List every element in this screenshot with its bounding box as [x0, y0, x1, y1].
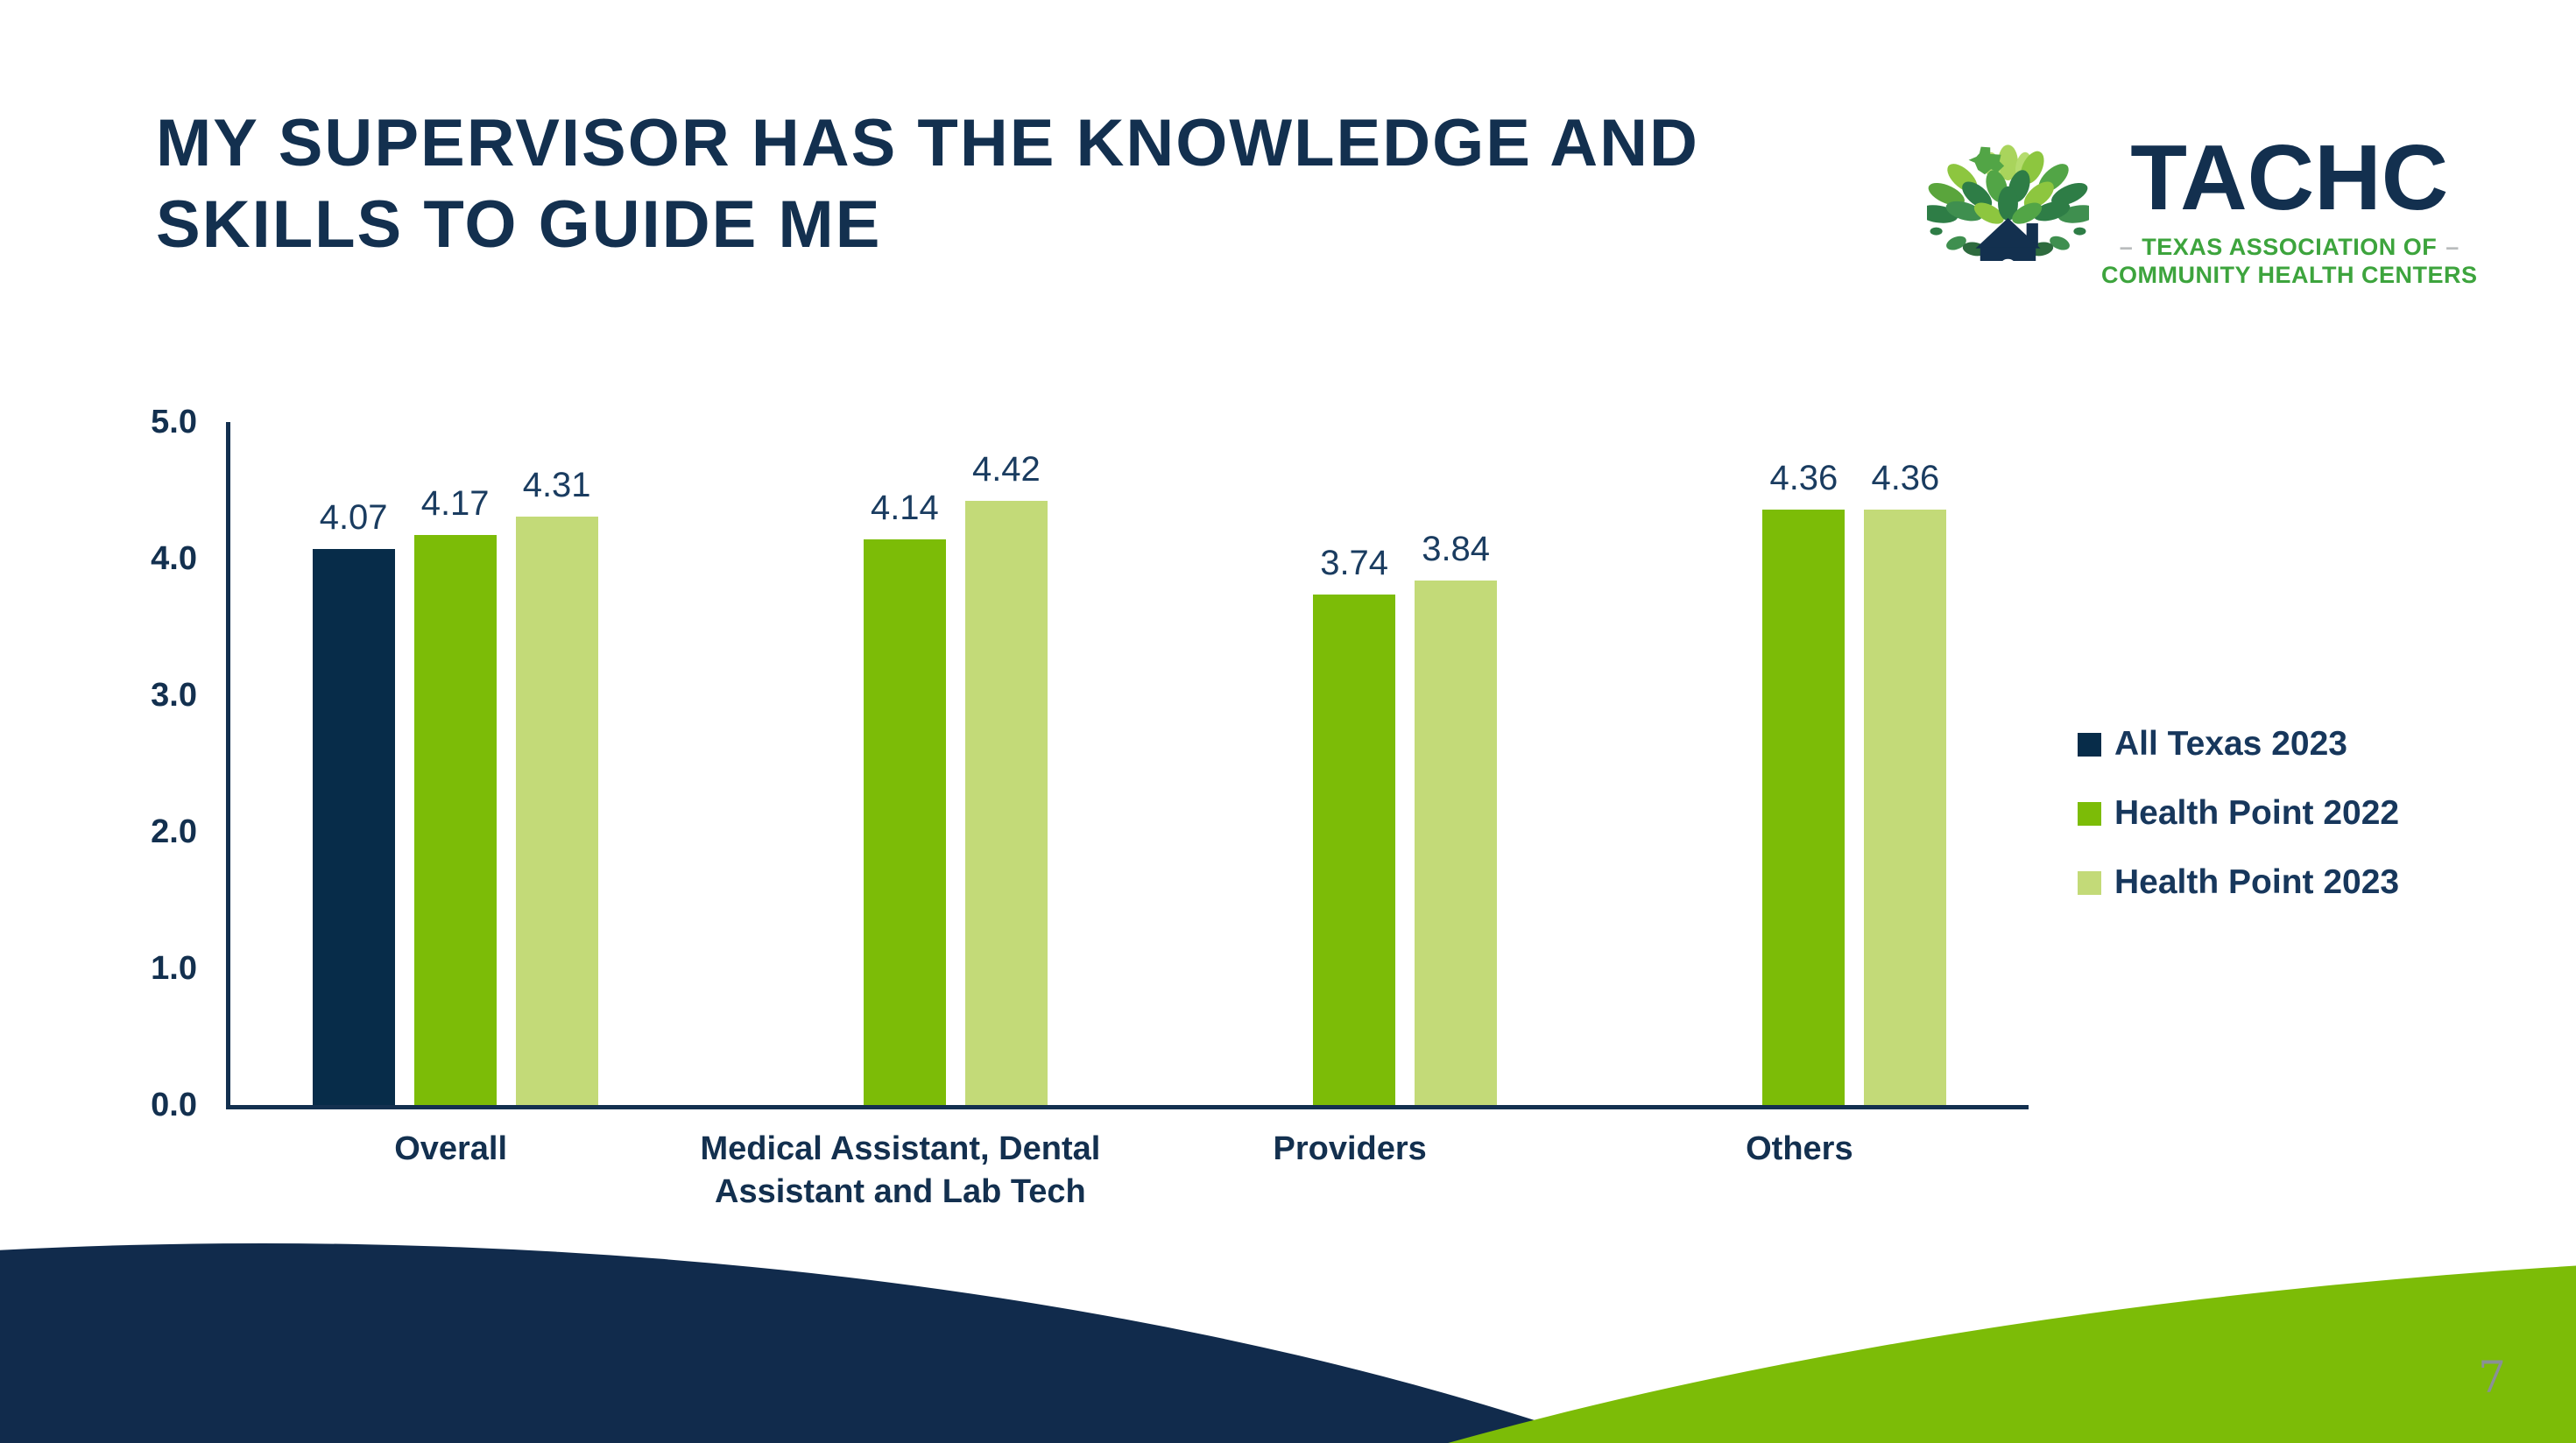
bar-value-label: 4.14: [870, 489, 939, 528]
logo-wordmark: TACHC: [2130, 126, 2449, 229]
legend-item-health-point-2023: Health Point 2023: [2078, 862, 2399, 904]
bar-value-label: 4.36: [1769, 458, 1838, 497]
bar-value-label: 3.84: [1422, 529, 1491, 568]
green-wave-shape: [1448, 1265, 2576, 1443]
legend-label: Health Point 2022: [2114, 794, 2400, 832]
bar-chart-plot-area: 4.07 4.17 4.31 4.14 4.42 3.74 3.84 4.36 4.36: [226, 422, 2029, 1109]
bar-value-label: 4.31: [522, 465, 591, 504]
bar-slot: 4.42: [964, 452, 1048, 1105]
bar-group-medical-assistant-dental-assistant-and-lab-tech: 4.14 4.42: [680, 422, 1129, 1105]
legend-swatch-icon: [2078, 801, 2101, 826]
page-number: 7: [2478, 1352, 2506, 1403]
bar-slot: 4.14: [863, 490, 946, 1105]
bar-health-point-2023-providers: 3.84: [1415, 531, 1498, 1105]
bar-all-texas-2023-overall: 4.07: [312, 500, 395, 1105]
legend-label: All Texas 2023: [2114, 725, 2347, 763]
bar-slot: 4.36: [1864, 461, 1947, 1105]
bar-value-label: 4.42: [971, 450, 1041, 489]
bar-health-point-2022-overall: 4.17: [413, 486, 497, 1105]
legend-item-all-texas-2023: All Texas 2023: [2078, 723, 2399, 765]
logo-text: TACHC – TEXAS ASSOCIATION OF – COMMUNITY…: [2101, 112, 2478, 290]
tachc-logo: TACHC – TEXAS ASSOCIATION OF – COMMUNITY…: [1927, 112, 2478, 290]
y-tick-label: 5.0: [151, 404, 197, 440]
y-tick-label: 1.0: [151, 950, 197, 987]
bar-slot: 4.07: [312, 500, 395, 1105]
bar-group-providers: 3.74 3.84: [1130, 422, 1579, 1105]
slide-title: MY SUPERVISOR HAS THE KNOWLEDGE AND SKIL…: [156, 103, 1699, 265]
bar-health-point-2022-others: 4.36: [1762, 461, 1846, 1105]
bar-slot: 4.17: [413, 486, 497, 1105]
bar-value-label: 4.07: [319, 498, 388, 538]
legend-swatch-icon: [2078, 870, 2101, 895]
chart-legend: All Texas 2023 Health Point 2022 Health Po…: [2078, 723, 2399, 931]
bar-slot: 3.84: [1415, 531, 1498, 1105]
legend-item-health-point-2022: Health Point 2022: [2078, 792, 2399, 834]
bar-health-point-2023-others: 4.36: [1864, 461, 1947, 1105]
legend-label: Health Point 2023: [2114, 863, 2400, 901]
logo-tagline-line2: COMMUNITY HEALTH CENTERS: [2101, 262, 2478, 289]
category-label-overall: Overall: [394, 1130, 508, 1167]
bar-health-point-2022-providers: 3.74: [1313, 546, 1396, 1105]
category-label-others: Others: [1746, 1130, 1853, 1167]
bar-group-others: 4.36 4.36: [1579, 422, 2029, 1105]
slide-title-line1: MY SUPERVISOR HAS THE KNOWLEDGE AND: [156, 106, 1699, 180]
navy-wave-shape: [0, 1243, 1603, 1443]
category-label-providers: Providers: [1273, 1130, 1427, 1167]
bar-health-point-2023-medical-assistant-dental-assistant-and-lab-tech: 4.42: [964, 452, 1048, 1105]
logo-tagline: – TEXAS ASSOCIATION OF – COMMUNITY HEALT…: [2101, 233, 2478, 290]
slide-title-line2: SKILLS TO GUIDE ME: [156, 187, 882, 262]
tachc-tree-icon: [1927, 144, 2089, 261]
bar-slot: 4.31: [515, 468, 598, 1105]
category-label-medical-assistant-dental-assistant-and-lab-tech: Medical Assistant, Dental Assistant and …: [700, 1130, 1101, 1211]
legend-swatch-icon: [2078, 732, 2101, 757]
tagline-dash-left: –: [2119, 234, 2134, 260]
bar-slot: 3.74: [1313, 546, 1396, 1105]
bar-value-label: 4.36: [1871, 458, 1940, 497]
tagline-dash-right: –: [2445, 234, 2460, 260]
y-tick-label: 2.0: [151, 813, 197, 850]
y-tick-label: 0.0: [151, 1087, 197, 1123]
bar-health-point-2023-overall: 4.31: [515, 468, 598, 1105]
bar-value-label: 3.74: [1320, 543, 1389, 582]
bar-health-point-2022-medical-assistant-dental-assistant-and-lab-tech: 4.14: [863, 490, 946, 1105]
texas-shape: [1968, 146, 2005, 175]
y-tick-label: 4.0: [151, 540, 197, 577]
bar-value-label: 4.17: [420, 484, 490, 524]
bar-slot: 4.36: [1762, 461, 1846, 1105]
y-tick-label: 3.0: [151, 677, 197, 714]
logo-tagline-line1: TEXAS ASSOCIATION OF: [2142, 234, 2438, 260]
bar-group-overall: 4.07 4.17 4.31: [230, 422, 680, 1105]
